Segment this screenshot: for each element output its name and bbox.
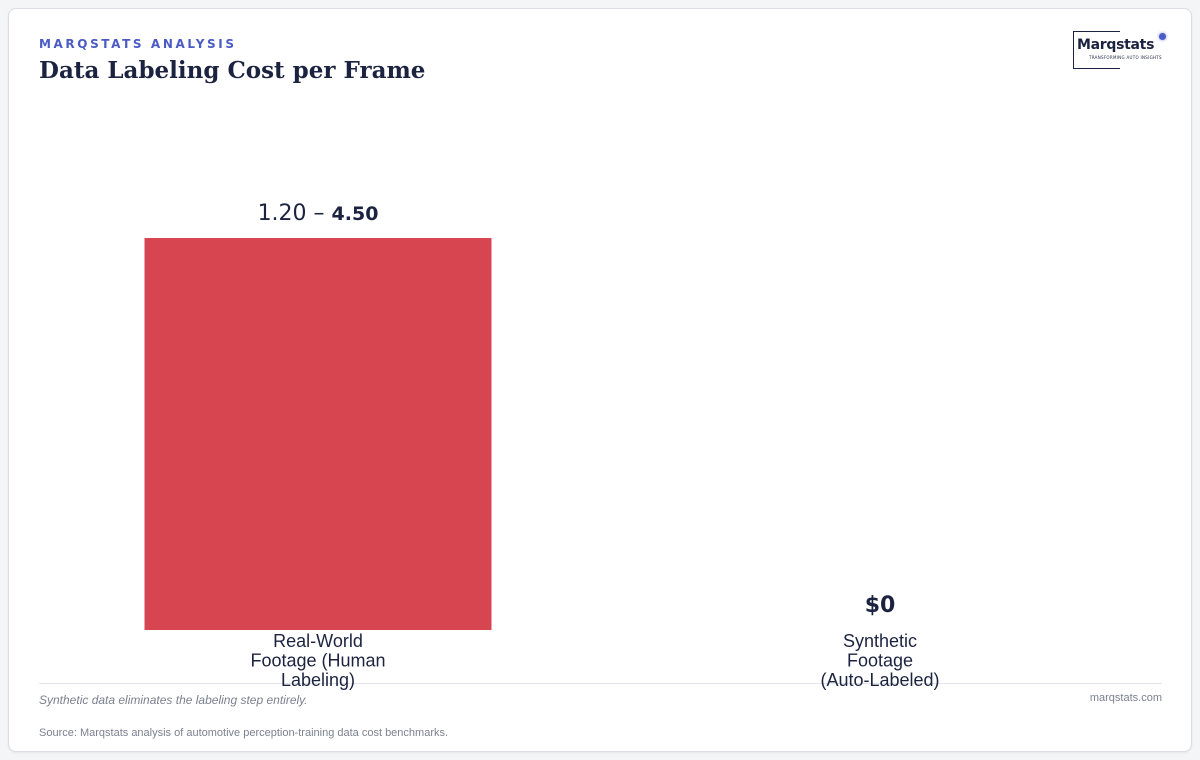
brand-logo: Marqstats TRANSFORMING AUTO INSIGHTS [1073, 31, 1166, 71]
category-label-0: Real-World Footage (Human Labeling) [250, 631, 385, 690]
value-label-0: 1.20 – 4.50 [258, 201, 379, 226]
logo-name: Marqstats [1077, 37, 1155, 53]
source-note: Source: Marqstats analysis of automotive… [39, 727, 449, 739]
logo-frame [1073, 31, 1120, 69]
logo-tagline: TRANSFORMING AUTO INSIGHTS [1089, 55, 1162, 60]
site-link[interactable]: marqstats.com [1089, 692, 1162, 704]
eyebrow-label: MARQSTATS ANALYSIS [39, 37, 237, 51]
category-label-1: Synthetic Footage (Auto-Labeled) [820, 631, 939, 690]
bar-0[interactable] [144, 238, 492, 630]
footer-divider [39, 683, 1162, 684]
footer-note: Synthetic data eliminates the labeling s… [39, 693, 308, 707]
value-label-1: $0 [865, 593, 896, 618]
chart-title: Data Labeling Cost per Frame [39, 57, 426, 84]
logo-dot-icon [1159, 33, 1166, 40]
